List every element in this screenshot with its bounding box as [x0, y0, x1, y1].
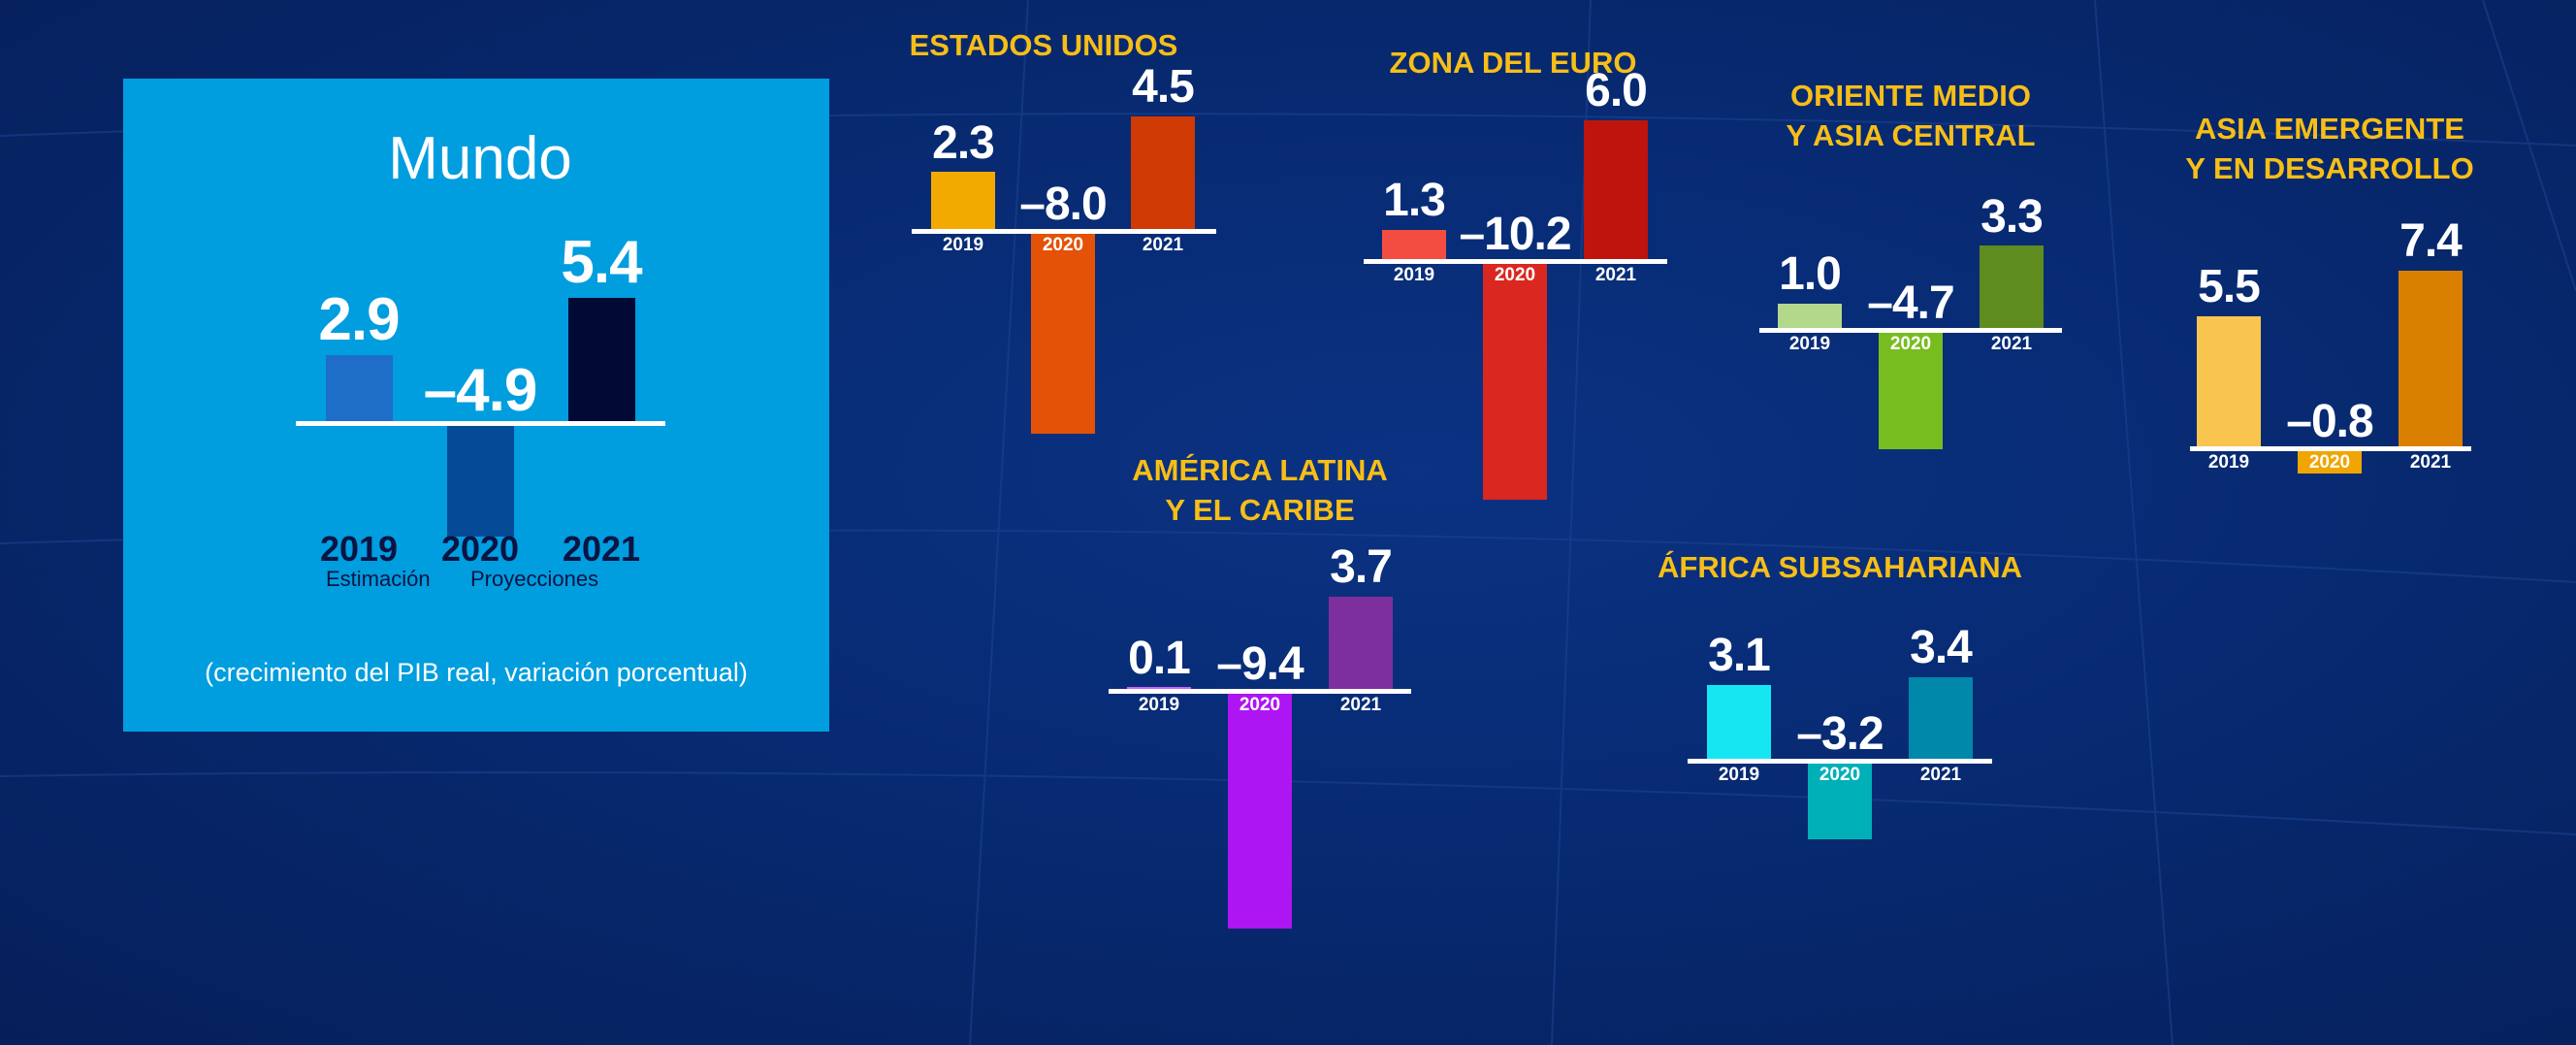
world-panel: [123, 79, 829, 732]
ome-title-line: ORIENTE MEDIO: [1789, 79, 2032, 113]
mundo-year-label-2020: 2020: [440, 529, 520, 569]
asia-title-line: ASIA EMERGENTE: [2195, 112, 2464, 146]
ome-title-line: Y ASIA CENTRAL: [1786, 118, 2036, 152]
africa-value-label-2020: –3.2: [1796, 708, 1884, 761]
latam-title: AMÉRICA LATINA Y EL CARIBE: [1132, 450, 1387, 530]
euro-year-label-2019: 2019: [1393, 265, 1435, 285]
estimate-note: Estimación: [326, 567, 431, 591]
latam-bar-2020: [1228, 692, 1292, 930]
ome-bar-2021: [1980, 245, 2044, 329]
ome-value-label-2020: –4.7: [1867, 278, 1954, 330]
latam-year-label-2020: 2020: [1228, 695, 1292, 716]
asia-title: ASIA EMERGENTE Y EN DESARROLLO: [2185, 109, 2473, 188]
africa-year-label-2021: 2021: [1919, 765, 1962, 785]
asia-year-label-2020: 2020: [2298, 452, 2362, 474]
eeuu-bar-2020: [1031, 232, 1095, 434]
africa-baseline: [1688, 759, 1992, 764]
world-chart-title: Mundo: [388, 125, 572, 192]
africa-year-label-2020: 2020: [1808, 765, 1872, 786]
latam-title-line: AMÉRICA LATINA: [1132, 453, 1388, 487]
mundo-baseline: [296, 421, 665, 426]
eeuu-value-label-2021: 4.5: [1132, 61, 1195, 114]
mundo-value-label-2019: 2.9: [318, 286, 400, 354]
asia-baseline: [2190, 446, 2471, 451]
eeuu-year-label-2020: 2020: [1031, 235, 1095, 256]
eeuu-title: ESTADOS UNIDOS: [910, 25, 1178, 65]
africa-bar-2021: [1909, 677, 1973, 760]
ome-year-label-2019: 2019: [1788, 334, 1831, 354]
asia-year-label-2019: 2019: [2207, 452, 2250, 473]
eeuu-bar-2021: [1131, 116, 1195, 230]
ome-year-label-2020: 2020: [1879, 334, 1943, 355]
mundo-bar-2020: [446, 424, 514, 538]
asia-bar-2019: [2197, 315, 2261, 447]
asia-value-label-2021: 7.4: [2399, 215, 2463, 268]
euro-year-label-2020: 2020: [1483, 265, 1547, 286]
africa-title: ÁFRICA SUBSAHARIANA: [1658, 547, 2022, 587]
asia-year-label-2021: 2021: [2409, 452, 2452, 473]
euro-value-label-2021: 6.0: [1585, 65, 1648, 117]
latam-year-label-2019: 2019: [1138, 695, 1180, 715]
eeuu-value-label-2020: –8.0: [1019, 179, 1107, 231]
eeuu-year-label-2019: 2019: [942, 235, 984, 255]
mundo-bar-2021: [567, 298, 635, 422]
africa-value-label-2021: 3.4: [1910, 622, 1973, 674]
latam-title-line: Y EL CARIBE: [1165, 493, 1355, 527]
asia-bar-2021: [2399, 270, 2463, 447]
euro-title: ZONA DEL EURO: [1390, 43, 1637, 82]
euro-value-label-2019: 1.3: [1383, 175, 1446, 227]
eeuu-bar-2019: [931, 172, 995, 230]
africa-bar-2019: [1707, 684, 1771, 760]
eeuu-title-line: ESTADOS UNIDOS: [909, 28, 1178, 62]
euro-bar-2019: [1382, 229, 1446, 260]
mundo-value-label-2020: –4.9: [423, 357, 538, 425]
ome-year-label-2021: 2021: [1990, 334, 2033, 354]
asia-title-line: Y EN DESARROLLO: [2185, 151, 2474, 185]
mundo-year-label-2021: 2021: [562, 529, 641, 569]
eeuu-baseline: [912, 229, 1216, 234]
latam-bar-2019: [1127, 687, 1191, 690]
mundo-year-label-2019: 2019: [319, 529, 399, 569]
ome-bar-2019: [1778, 304, 1842, 329]
euro-title-line: ZONA DEL EURO: [1389, 46, 1637, 80]
africa-year-label-2019: 2019: [1718, 765, 1760, 785]
projections-note: Proyecciones: [470, 567, 599, 591]
latam-baseline: [1109, 689, 1411, 694]
ome-value-label-2021: 3.3: [1980, 190, 2044, 243]
ome-value-label-2019: 1.0: [1779, 248, 1842, 301]
eeuu-value-label-2019: 2.3: [932, 116, 995, 169]
asia-value-label-2020: –0.8: [2286, 396, 2373, 448]
latam-value-label-2019: 0.1: [1128, 632, 1191, 684]
latam-value-label-2020: –9.4: [1216, 638, 1304, 691]
asia-value-label-2019: 5.5: [2198, 261, 2261, 313]
africa-title-line: ÁFRICA SUBSAHARIANA: [1657, 550, 2023, 584]
euro-value-label-2020: –10.2: [1459, 209, 1571, 261]
mundo-value-label-2021: 5.4: [561, 229, 642, 297]
ome-baseline: [1759, 328, 2062, 333]
euro-baseline: [1364, 259, 1667, 264]
footnote: (crecimiento del PIB real, variación por…: [205, 658, 748, 687]
mundo-bar-2019: [325, 355, 393, 422]
latam-bar-2021: [1329, 596, 1393, 690]
eeuu-year-label-2021: 2021: [1142, 235, 1184, 255]
africa-value-label-2019: 3.1: [1708, 629, 1771, 681]
euro-bar-2020: [1483, 262, 1547, 500]
ome-title: ORIENTE MEDIO Y ASIA CENTRAL: [1786, 76, 2035, 155]
latam-year-label-2021: 2021: [1339, 695, 1382, 715]
euro-year-label-2021: 2021: [1594, 265, 1637, 285]
latam-value-label-2021: 3.7: [1330, 541, 1393, 594]
euro-bar-2021: [1584, 120, 1648, 260]
